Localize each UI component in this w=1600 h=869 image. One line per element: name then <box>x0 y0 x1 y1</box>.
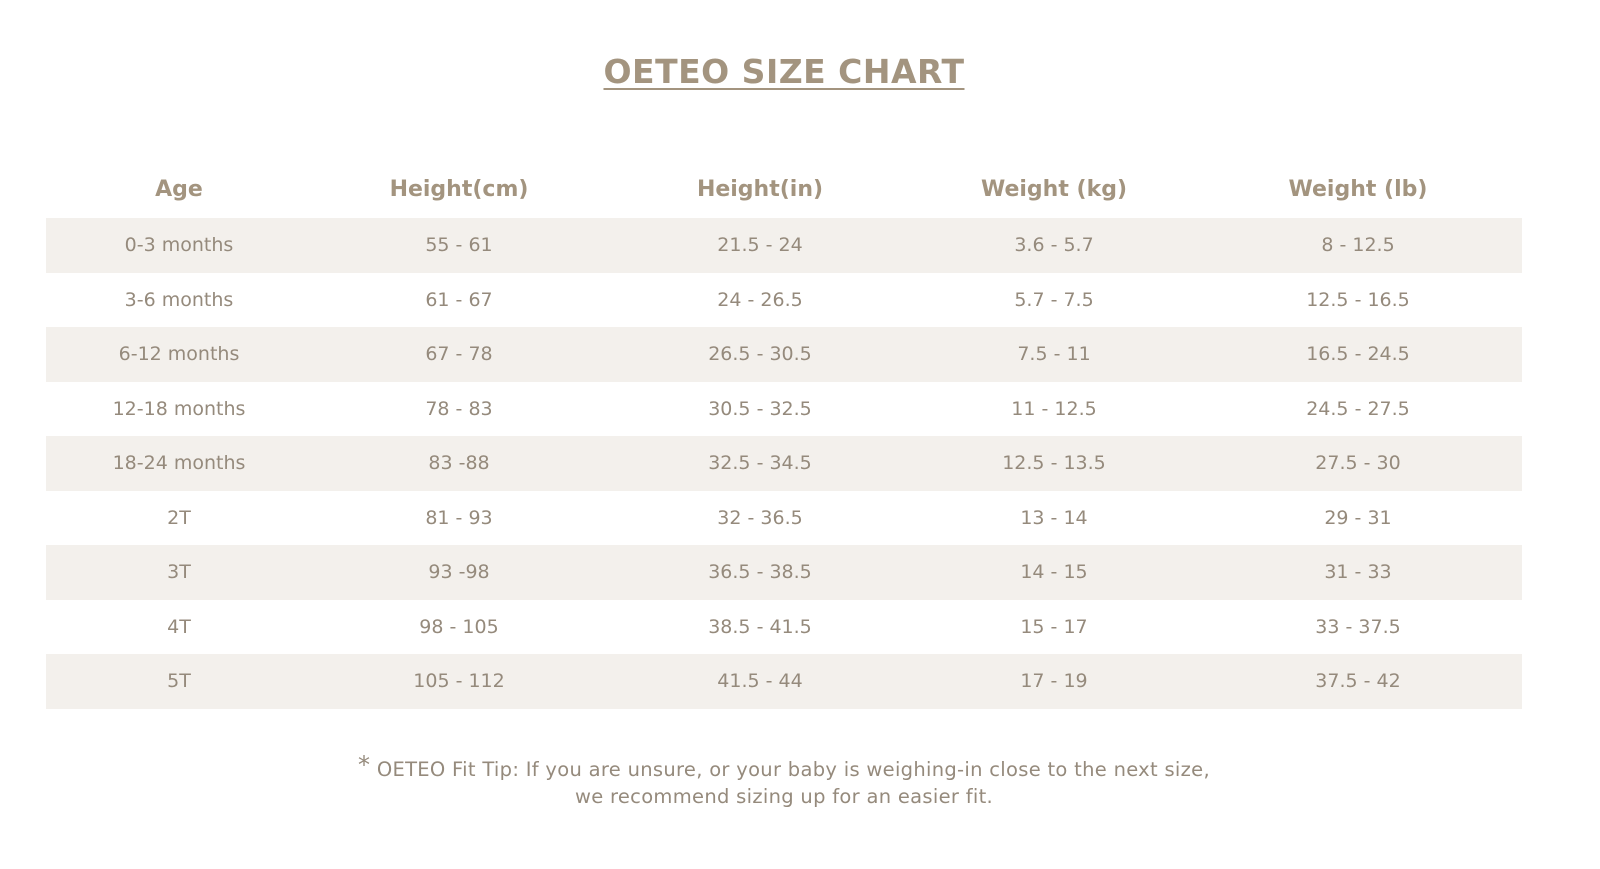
header-height-cm: Height(cm) <box>389 176 529 202</box>
cell-height-cm: 105 - 112 <box>413 670 505 693</box>
cell-age: 5T <box>167 670 191 693</box>
cell-age: 3-6 months <box>124 288 234 311</box>
cell-height-in: 32 - 36.5 <box>717 506 803 529</box>
table-row: 4T 98 - 105 38.5 - 41.5 15 - 17 33 - 37.… <box>46 600 1522 655</box>
table-row: 18-24 months 83 -88 32.5 - 34.5 12.5 - 1… <box>46 436 1522 491</box>
fit-tip-line-2: we recommend sizing up for an easier fit… <box>574 785 994 808</box>
cell-weight-kg: 3.6 - 5.7 <box>1014 234 1094 257</box>
cell-height-cm: 61 - 67 <box>425 288 493 311</box>
header-age: Age <box>155 176 203 202</box>
cell-height-cm: 78 - 83 <box>425 397 493 420</box>
cell-weight-kg: 17 - 19 <box>1020 670 1088 693</box>
cell-weight-lb: 37.5 - 42 <box>1315 670 1401 693</box>
cell-height-in: 21.5 - 24 <box>717 234 803 257</box>
cell-age: 12-18 months <box>112 397 246 420</box>
cell-age: 0-3 months <box>124 234 234 257</box>
cell-weight-lb: 16.5 - 24.5 <box>1306 343 1410 366</box>
cell-weight-kg: 5.7 - 7.5 <box>1014 288 1094 311</box>
cell-height-in: 41.5 - 44 <box>717 670 803 693</box>
cell-height-in: 32.5 - 34.5 <box>708 452 812 475</box>
header-weight-lb: Weight (lb) <box>1288 176 1428 202</box>
size-chart-table: Age Height(cm) Height(in) Weight (kg) We… <box>46 160 1522 709</box>
cell-weight-lb: 12.5 - 16.5 <box>1306 288 1410 311</box>
fit-tip-line-1: * OETEO Fit Tip: If you are unsure, or y… <box>0 752 1568 783</box>
cell-height-cm: 93 -98 <box>428 561 490 584</box>
cell-weight-kg: 15 - 17 <box>1020 615 1088 638</box>
cell-weight-kg: 14 - 15 <box>1020 561 1088 584</box>
cell-weight-kg: 13 - 14 <box>1020 506 1088 529</box>
header-height-in: Height(in) <box>696 176 824 202</box>
table-row: 2T 81 - 93 32 - 36.5 13 - 14 29 - 31 <box>46 491 1522 546</box>
cell-age: 4T <box>167 615 191 638</box>
cell-height-in: 26.5 - 30.5 <box>708 343 812 366</box>
cell-height-cm: 67 - 78 <box>425 343 493 366</box>
cell-height-in: 30.5 - 32.5 <box>708 397 812 420</box>
cell-height-cm: 83 -88 <box>428 452 490 475</box>
cell-height-in: 36.5 - 38.5 <box>708 561 812 584</box>
footnote-asterisk: * <box>358 751 371 779</box>
page-title-text: OETEO SIZE CHART <box>603 52 965 91</box>
cell-weight-lb: 27.5 - 30 <box>1315 452 1401 475</box>
cell-age: 3T <box>167 561 191 584</box>
cell-height-cm: 55 - 61 <box>425 234 493 257</box>
cell-height-in: 24 - 26.5 <box>717 288 803 311</box>
cell-age: 6-12 months <box>118 343 240 366</box>
cell-height-in: 38.5 - 41.5 <box>708 615 812 638</box>
cell-height-cm: 98 - 105 <box>419 615 499 638</box>
table-row: 12-18 months 78 - 83 30.5 - 32.5 11 - 12… <box>46 382 1522 437</box>
page-title: OETEO SIZE CHART <box>0 52 1568 91</box>
table-header-row: Age Height(cm) Height(in) Weight (kg) We… <box>46 160 1522 218</box>
cell-weight-lb: 8 - 12.5 <box>1321 234 1395 257</box>
table-row: 6-12 months 67 - 78 26.5 - 30.5 7.5 - 11… <box>46 327 1522 382</box>
cell-weight-kg: 7.5 - 11 <box>1017 343 1091 366</box>
cell-weight-lb: 24.5 - 27.5 <box>1306 397 1410 420</box>
cell-height-cm: 81 - 93 <box>425 506 493 529</box>
table-row: 0-3 months 55 - 61 21.5 - 24 3.6 - 5.7 8… <box>46 218 1522 273</box>
cell-weight-lb: 29 - 31 <box>1324 506 1392 529</box>
table-row: 3-6 months 61 - 67 24 - 26.5 5.7 - 7.5 1… <box>46 273 1522 328</box>
cell-age: 2T <box>167 506 191 529</box>
header-weight-kg: Weight (kg) <box>980 176 1128 202</box>
fit-tip-footnote: * OETEO Fit Tip: If you are unsure, or y… <box>0 752 1568 810</box>
table-row: 5T 105 - 112 41.5 - 44 17 - 19 37.5 - 42 <box>46 654 1522 709</box>
cell-age: 18-24 months <box>112 452 246 475</box>
cell-weight-kg: 11 - 12.5 <box>1011 397 1097 420</box>
fit-tip-text-1: OETEO Fit Tip: If you are unsure, or you… <box>376 758 1210 781</box>
table-row: 3T 93 -98 36.5 - 38.5 14 - 15 31 - 33 <box>46 545 1522 600</box>
cell-weight-lb: 31 - 33 <box>1324 561 1392 584</box>
cell-weight-kg: 12.5 - 13.5 <box>1002 452 1106 475</box>
cell-weight-lb: 33 - 37.5 <box>1315 615 1401 638</box>
